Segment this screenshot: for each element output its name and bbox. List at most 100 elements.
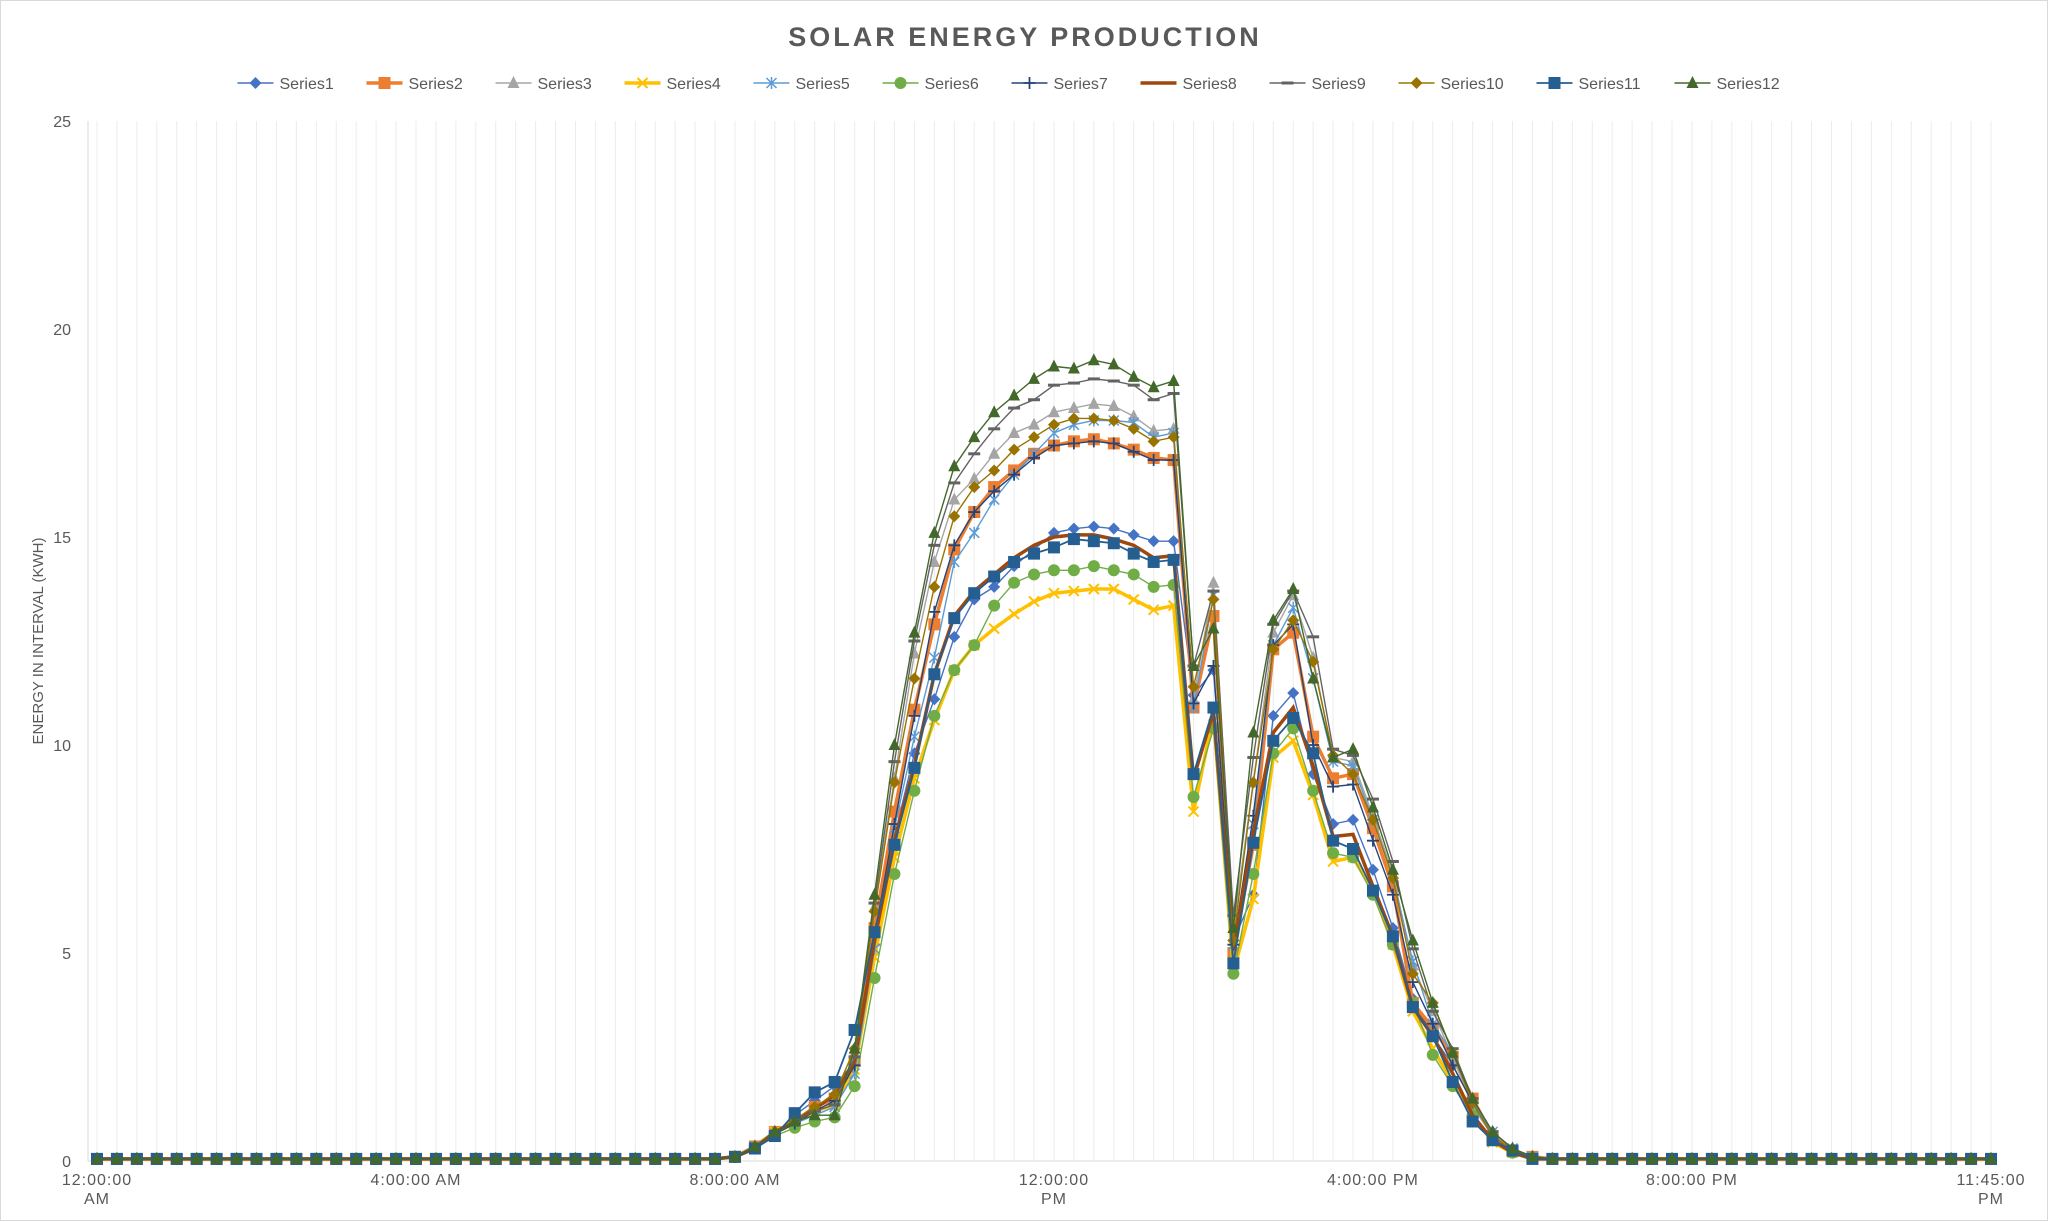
series11-point xyxy=(1386,930,1399,943)
series7-point xyxy=(1147,454,1160,467)
series12-point xyxy=(1566,1151,1579,1164)
series10-point xyxy=(1347,768,1360,781)
series-series9 xyxy=(91,377,1997,1161)
series12-point xyxy=(549,1151,562,1164)
series10-point xyxy=(1087,412,1100,425)
series10-point xyxy=(1406,967,1419,980)
series11-point xyxy=(928,668,941,681)
legend-label: Series6 xyxy=(925,76,979,93)
series11-point xyxy=(988,570,1001,583)
series6-point xyxy=(1127,568,1140,581)
series12-point xyxy=(848,1041,861,1054)
legend-marker xyxy=(1410,77,1423,89)
series10-point xyxy=(1187,680,1200,693)
series11-point xyxy=(908,761,921,774)
legend-item-series2: Series2 xyxy=(366,76,463,93)
series10-point xyxy=(968,481,981,494)
series6-point xyxy=(988,599,1001,612)
series12-point xyxy=(1985,1151,1997,1164)
series7-point xyxy=(1187,697,1200,710)
series12-point xyxy=(569,1151,582,1164)
legend-label: Series5 xyxy=(796,76,850,93)
legend-item-series3: Series3 xyxy=(495,76,592,93)
series3-point xyxy=(1047,405,1060,418)
series6-point xyxy=(1247,867,1260,880)
series11-point xyxy=(968,587,981,600)
chart-title: SOLAR ENERGY PRODUCTION xyxy=(788,22,1262,52)
legend-label: Series7 xyxy=(1054,76,1108,93)
legend-marker xyxy=(507,76,520,88)
series12-point xyxy=(1227,921,1240,934)
series6-point xyxy=(888,867,901,880)
series12-point xyxy=(1107,357,1120,370)
series11-point xyxy=(1028,547,1041,560)
series12-point xyxy=(1785,1151,1798,1164)
legend-label: Series9 xyxy=(1312,76,1366,93)
series-series11 xyxy=(91,533,1997,1165)
series4-point xyxy=(1028,595,1040,608)
series1-point xyxy=(1167,535,1180,548)
legend-label: Series11 xyxy=(1579,76,1641,93)
series12-point xyxy=(888,738,901,750)
legend-item-series4: Series4 xyxy=(624,76,721,93)
series7-point xyxy=(1008,468,1021,481)
legend-marker xyxy=(765,77,778,89)
series12-point xyxy=(1805,1151,1818,1164)
series11-point xyxy=(1047,541,1060,554)
series12-point xyxy=(1267,613,1280,626)
series1-point xyxy=(1127,528,1140,541)
legend-marker xyxy=(1548,77,1561,89)
series12-line xyxy=(97,359,1991,1160)
series10-point xyxy=(1247,776,1260,789)
legend-marker xyxy=(1686,76,1699,88)
series6-point xyxy=(1307,784,1320,797)
series12-point xyxy=(768,1124,781,1137)
series1-point xyxy=(928,693,941,706)
series10-point xyxy=(928,580,941,593)
series12-point xyxy=(509,1151,522,1164)
series2-line xyxy=(97,437,1991,1161)
legend-label: Series2 xyxy=(409,76,463,93)
series-series4 xyxy=(91,583,1997,1165)
legend-label: Series10 xyxy=(1441,76,1504,93)
series6-point xyxy=(948,664,961,677)
series10-point xyxy=(1207,593,1220,606)
series3-point xyxy=(988,446,1001,459)
series12-point xyxy=(1446,1045,1459,1058)
series12-point xyxy=(1466,1091,1479,1104)
series3-point xyxy=(1147,423,1160,436)
series3-point xyxy=(948,492,961,505)
series10-point xyxy=(1028,431,1041,444)
y-tick-label: 10 xyxy=(53,738,71,755)
legend-item-series8: Series8 xyxy=(1140,76,1237,93)
legend-item-series11: Series11 xyxy=(1536,76,1641,93)
series3-point xyxy=(1087,396,1100,409)
series4-line xyxy=(97,587,1991,1161)
series12-point xyxy=(589,1151,602,1164)
series10-point xyxy=(1067,412,1080,425)
series10-point xyxy=(988,464,1001,477)
x-tick-label: 4:00:00 AM xyxy=(371,1172,462,1189)
series12-point xyxy=(1506,1141,1519,1154)
series1-point xyxy=(1347,813,1360,826)
series1-point xyxy=(1287,687,1300,699)
series11-point xyxy=(1067,533,1080,546)
series6-point xyxy=(908,784,921,797)
series12-point xyxy=(429,1151,442,1164)
series12-point xyxy=(390,1151,403,1164)
series7-point xyxy=(1067,437,1080,450)
series7-point xyxy=(1127,445,1140,458)
series10-point xyxy=(1287,614,1300,627)
y-tick-label: 0 xyxy=(62,1154,71,1171)
series7-point xyxy=(1366,834,1379,847)
series10-point xyxy=(1047,418,1060,431)
series10-line xyxy=(97,417,1991,1160)
series4-point xyxy=(1247,893,1260,905)
series12-point xyxy=(170,1151,183,1164)
series11-point xyxy=(1267,734,1280,747)
legend-item-series7: Series7 xyxy=(1011,76,1108,93)
series12-point xyxy=(290,1151,303,1164)
series12-point xyxy=(1426,995,1439,1008)
series11-point xyxy=(808,1086,821,1099)
series6-point xyxy=(1087,560,1100,573)
